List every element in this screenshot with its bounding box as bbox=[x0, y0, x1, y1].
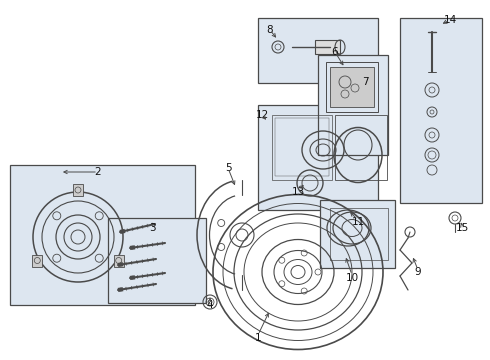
Text: 5: 5 bbox=[225, 163, 231, 173]
Bar bbox=[73, 184, 83, 196]
Bar bbox=[114, 255, 123, 266]
Text: 2: 2 bbox=[95, 167, 101, 177]
Bar bbox=[400, 18, 482, 203]
Bar bbox=[318, 55, 388, 155]
Bar bbox=[326, 62, 378, 112]
Bar bbox=[330, 67, 374, 107]
Text: 8: 8 bbox=[267, 25, 273, 35]
Bar bbox=[10, 165, 195, 305]
Bar bbox=[32, 255, 42, 266]
Text: 13: 13 bbox=[292, 187, 305, 197]
Bar bbox=[108, 218, 206, 303]
Bar bbox=[258, 18, 378, 83]
Text: 11: 11 bbox=[351, 217, 365, 227]
Bar bbox=[258, 105, 378, 210]
Bar bbox=[275, 118, 329, 176]
Text: 4: 4 bbox=[207, 300, 213, 310]
Text: 9: 9 bbox=[415, 267, 421, 277]
Text: 12: 12 bbox=[255, 110, 269, 120]
Text: 6: 6 bbox=[332, 47, 338, 57]
Text: 14: 14 bbox=[443, 15, 457, 25]
Text: 10: 10 bbox=[345, 273, 359, 283]
Bar bbox=[272, 115, 332, 180]
Bar bbox=[335, 115, 387, 180]
Bar bbox=[320, 200, 395, 268]
Text: 1: 1 bbox=[255, 333, 261, 343]
Text: 7: 7 bbox=[362, 77, 368, 87]
Text: 15: 15 bbox=[455, 223, 468, 233]
Bar bbox=[330, 208, 388, 260]
Text: 3: 3 bbox=[148, 223, 155, 233]
Bar bbox=[315, 40, 340, 54]
